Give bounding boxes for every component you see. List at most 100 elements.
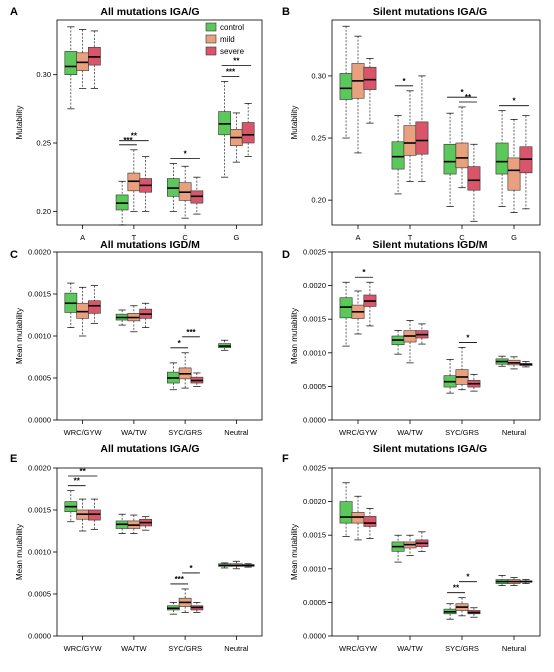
box-control <box>443 359 457 394</box>
y-tick-label: 0.0020 <box>303 497 326 506</box>
box-control <box>443 112 457 207</box>
panel-title: All mutations IGA/G <box>100 443 199 455</box>
box-severe <box>519 579 533 584</box>
y-tick-label: 0.20 <box>311 196 326 205</box>
y-tick-label: 0.0010 <box>303 348 326 357</box>
box-mild <box>76 286 89 337</box>
box-control <box>391 534 405 563</box>
box-control <box>64 282 78 328</box>
box-body <box>467 166 481 191</box>
box-control <box>167 362 180 391</box>
legend-label-control: control <box>220 23 244 32</box>
box-mild <box>351 495 365 541</box>
box-severe <box>415 531 429 552</box>
x-tick-label: SYC/GRS <box>445 644 479 653</box>
y-tick-label: 0.0020 <box>28 248 51 257</box>
panel-letter: F <box>282 453 289 465</box>
x-tick-label: SYC/GRS <box>168 428 202 437</box>
box-mild <box>178 352 192 389</box>
significance-label: * <box>512 97 516 106</box>
plot-frame <box>331 19 541 226</box>
y-tick-label: 0.0000 <box>303 416 326 425</box>
y-tick-label: 0.0025 <box>303 464 326 473</box>
legend: control mild severe <box>205 22 245 56</box>
box-body <box>64 51 78 75</box>
y-tick-label: 0.0010 <box>28 548 51 557</box>
y-tick-label: 0.0015 <box>28 290 51 299</box>
box-mild <box>455 106 469 189</box>
box-mild <box>403 320 417 364</box>
box-severe <box>363 507 377 539</box>
plot-frame <box>56 251 263 421</box>
box-severe <box>139 156 152 212</box>
x-tick-label: A <box>80 233 85 242</box>
significance-marker: ** <box>447 584 465 594</box>
box-control <box>167 163 180 212</box>
legend-swatch-control <box>205 22 217 32</box>
box-body <box>495 142 509 175</box>
x-tick-label: WRC/GYW <box>339 644 378 653</box>
significance-marker: * <box>459 333 477 343</box>
box-control <box>218 562 231 569</box>
x-tick-label: T <box>408 233 413 242</box>
x-tick-label: Neutral <box>224 428 249 437</box>
x-tick-label: WA/TW <box>121 428 147 437</box>
box-mild <box>230 560 243 570</box>
box-severe <box>88 285 101 324</box>
significance-marker: ** <box>67 477 86 487</box>
significance-label: ** <box>453 584 460 593</box>
x-tick-label: WA/TW <box>397 428 423 437</box>
significance-marker: * <box>170 150 200 159</box>
panel-title: Silent mutations IGD/M <box>373 239 488 251</box>
box-control <box>218 339 231 351</box>
legend-label-severe: severe <box>220 47 245 56</box>
box-control <box>443 603 457 620</box>
plot-frame <box>331 467 541 637</box>
y-tick-label: 0.0005 <box>303 598 326 607</box>
y-tick-label: 0.30 <box>311 71 326 80</box>
box-body <box>76 302 89 319</box>
box-severe <box>415 75 429 182</box>
y-tick-label: 0.0015 <box>303 531 326 540</box>
box-mild <box>127 514 141 534</box>
panel-e: E All mutations IGA/G 0.0000 0.0005 0.0010 0.… <box>10 443 263 653</box>
box-mild <box>178 165 192 219</box>
box-control <box>391 115 405 195</box>
y-tick-label: 0.0000 <box>28 416 51 425</box>
legend-label-mild: mild <box>220 35 235 44</box>
box-control <box>115 180 129 226</box>
y-tick-label: 0.0010 <box>28 332 51 341</box>
y-tick-label: 0.30 <box>36 70 51 79</box>
significance-label: ** <box>80 467 87 476</box>
plot-frame <box>56 467 263 637</box>
panel-b: B Silent mutations IGA/G 0.20 0.25 0.30 Mutab… <box>282 6 541 242</box>
y-axis-label: Mean mutability <box>15 308 24 364</box>
significance-marker: ** <box>119 132 149 142</box>
legend-swatch-mild <box>205 34 217 44</box>
box-severe <box>241 103 255 158</box>
x-tick-label: SYC/GRS <box>445 428 479 437</box>
x-tick-label: C <box>459 233 465 242</box>
x-tick-label: WRC/GYW <box>64 644 103 653</box>
significance-label: ** <box>74 477 81 486</box>
panel-title: Silent mutations IGA/G <box>373 443 487 455</box>
box-control <box>339 281 353 347</box>
box-body <box>241 122 255 144</box>
x-tick-label: G <box>511 233 517 242</box>
significance-label: * <box>466 573 470 582</box>
box-control <box>218 81 231 178</box>
significance-marker: ** <box>221 57 252 66</box>
significance-label: *** <box>226 68 236 77</box>
y-axis-label: Mean mutability <box>290 308 299 364</box>
box-mild <box>127 305 141 333</box>
box-control <box>495 575 509 586</box>
significance-label: * <box>402 77 406 86</box>
box-control <box>339 482 353 537</box>
box-body <box>403 125 417 156</box>
box-severe <box>467 143 481 222</box>
panel-letter: D <box>282 249 290 261</box>
box-body <box>363 66 377 90</box>
box-mild <box>455 597 469 617</box>
panel-c: C All mutations IGD/M 0.0000 0.0005 0.0010 0.… <box>10 239 263 437</box>
